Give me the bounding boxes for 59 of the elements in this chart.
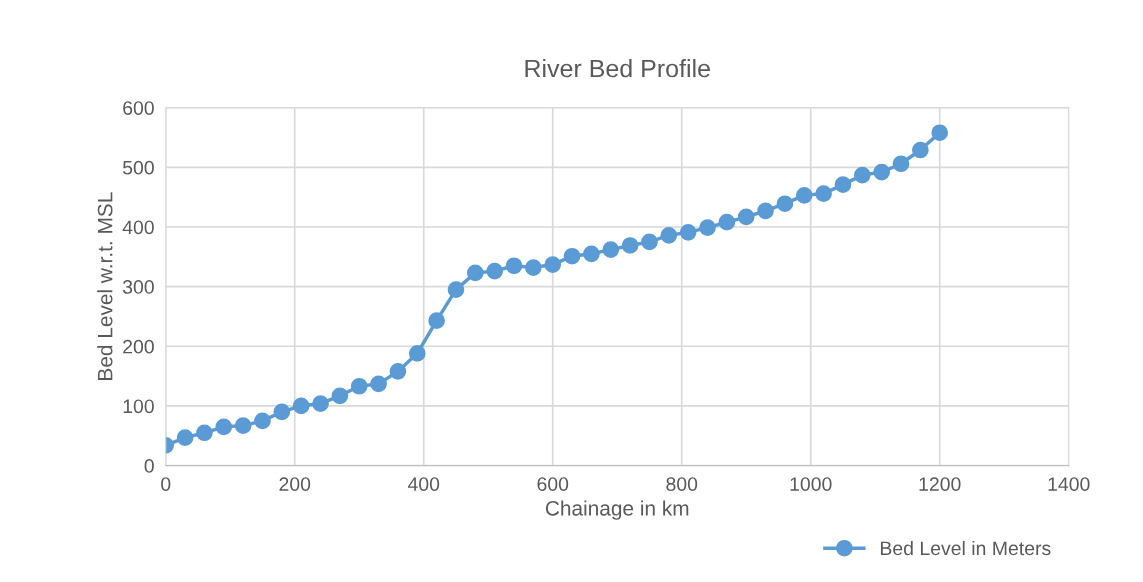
point xyxy=(699,219,716,236)
point xyxy=(660,226,678,244)
point xyxy=(350,377,368,395)
point xyxy=(912,141,929,159)
point xyxy=(641,233,658,251)
point xyxy=(757,202,774,220)
x-axis-title: Chainage in km xyxy=(545,500,689,520)
point xyxy=(776,195,794,213)
point xyxy=(873,163,890,181)
point xyxy=(737,208,755,226)
point xyxy=(486,262,504,280)
point xyxy=(834,176,852,193)
point xyxy=(428,312,445,329)
point xyxy=(466,264,484,282)
point xyxy=(176,429,194,446)
point xyxy=(505,257,523,275)
chart-title: River Bed Profile xyxy=(525,59,710,78)
point xyxy=(234,417,252,434)
point xyxy=(795,187,813,204)
y-tick-label: 400 xyxy=(122,220,154,235)
point xyxy=(853,166,871,184)
point xyxy=(447,281,465,298)
point xyxy=(196,424,213,442)
point xyxy=(331,387,349,405)
y-tick-label: 300 xyxy=(122,280,154,294)
x-tick-label: 600 xyxy=(537,477,569,491)
x-tick-label: 200 xyxy=(279,477,311,491)
x-tick-label: 800 xyxy=(666,477,698,491)
point xyxy=(370,375,387,393)
point xyxy=(544,256,562,273)
point xyxy=(292,397,310,415)
point xyxy=(892,155,910,173)
point xyxy=(679,224,697,241)
x-tick-label: 1400 xyxy=(1048,477,1090,491)
point xyxy=(254,412,271,430)
y-tick-label: 600 xyxy=(123,101,154,115)
y-axis-title: Bed Level w.r.t. MSL xyxy=(97,192,113,380)
point xyxy=(602,241,620,258)
x-tick-label: 400 xyxy=(407,477,440,491)
point xyxy=(583,245,600,263)
point xyxy=(718,213,736,231)
y-tick-label: 500 xyxy=(122,160,154,175)
point xyxy=(815,185,832,202)
point xyxy=(312,395,329,412)
point xyxy=(215,418,233,436)
y-tick-label: 100 xyxy=(123,399,154,414)
x-tick-label: 0 xyxy=(161,477,171,491)
legend-label: Bed Level in Meters xyxy=(880,540,1051,556)
x-tick-label: 1000 xyxy=(790,477,832,491)
point xyxy=(273,403,291,421)
y-tick-label: 200 xyxy=(123,339,154,354)
point xyxy=(408,345,426,362)
point xyxy=(389,363,407,380)
y-tick-label: 0 xyxy=(144,459,154,473)
point xyxy=(563,247,581,265)
point xyxy=(931,124,949,142)
point xyxy=(525,259,542,276)
point xyxy=(621,237,639,254)
x-tick-label: 1200 xyxy=(919,477,961,491)
